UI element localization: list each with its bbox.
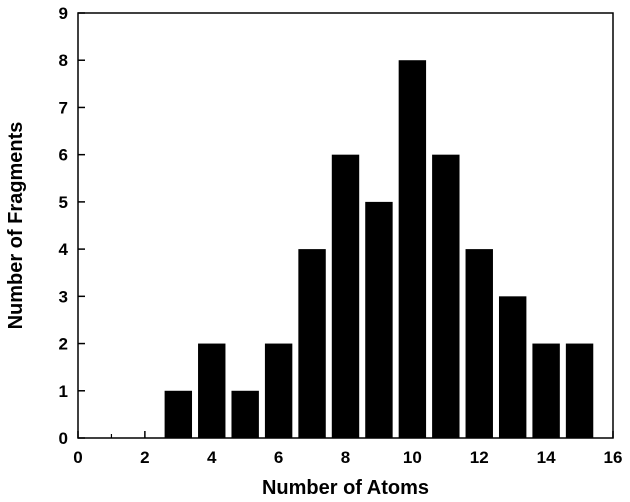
y-tick-label: 9 [59,4,68,23]
x-tick-label: 12 [470,448,489,467]
x-axis-title: Number of Atoms [262,477,429,499]
y-tick-label: 0 [59,429,68,448]
bars-group [164,60,594,438]
x-tick-label: 16 [604,448,623,467]
y-axis-title: Number of Fragments [5,122,27,330]
y-tick-label: 1 [59,382,68,401]
x-tick-label: 10 [403,448,422,467]
bar-4 [198,343,226,438]
x-tick-label: 14 [537,448,556,467]
y-tick-label: 7 [59,98,68,117]
x-tick-label: 6 [274,448,283,467]
x-tick-label: 4 [207,448,217,467]
bar-3 [164,390,193,438]
bar-5 [231,390,259,438]
y-tick-label: 4 [59,240,69,259]
y-axis-ticks: 0 1 2 3 4 5 6 7 8 9 [59,4,85,448]
bar-6 [264,343,293,438]
bar-13 [498,296,527,438]
bar-9 [365,201,393,438]
bar-14 [532,343,560,438]
bar-15 [565,343,594,438]
y-tick-label: 5 [59,193,68,212]
y-tick-label: 3 [59,287,68,306]
x-axis-ticks: 0 2 4 6 8 10 12 14 16 [73,431,622,467]
bar-7 [298,249,326,438]
bar-10 [398,60,427,438]
x-tick-label: 8 [341,448,350,467]
bar-12 [465,249,493,438]
x-tick-label: 0 [73,448,82,467]
y-tick-label: 2 [59,335,68,354]
y-tick-label: 6 [59,146,68,165]
bar-11 [432,154,460,438]
x-tick-label: 2 [140,448,149,467]
bar-8 [331,154,360,438]
y-tick-label: 8 [59,51,68,70]
